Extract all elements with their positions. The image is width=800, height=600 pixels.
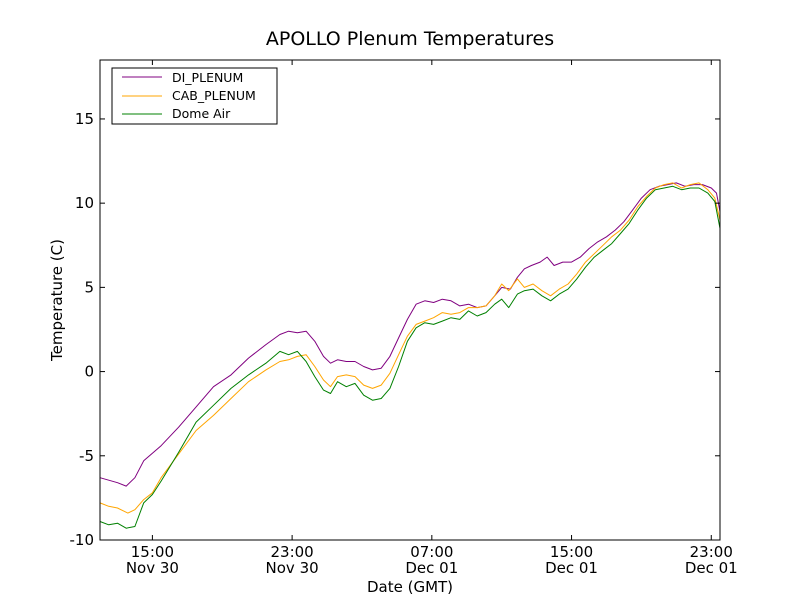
y-tick-label: -5 [79, 447, 94, 465]
x-tick-label-date: Nov 30 [126, 559, 179, 577]
y-tick-label: 5 [84, 278, 94, 296]
x-tick-label-date: Dec 01 [405, 559, 458, 577]
legend-label-di-plenum: DI_PLENUM [172, 70, 243, 85]
x-tick-label-time: 15:00 [550, 543, 593, 561]
x-tick-label-time: 23:00 [270, 543, 313, 561]
y-axis-label: Temperature (C) [48, 239, 66, 362]
legend-label-cab-plenum: CAB_PLENUM [172, 88, 256, 103]
legend-label-dome-air: Dome Air [172, 106, 231, 121]
plot-frame [99, 59, 721, 541]
x-tick-label-time: 23:00 [690, 543, 733, 561]
series-line-di-plenum [99, 182, 721, 487]
series-line-cab-plenum [99, 182, 721, 514]
legend: DI_PLENUM CAB_PLENUM Dome Air [111, 67, 278, 125]
x-tick-label-date: Dec 01 [545, 559, 598, 577]
y-tick-label: -10 [70, 531, 95, 549]
series-layer [99, 182, 721, 529]
y-tick-label: 0 [84, 363, 94, 381]
series-line-dome-air [99, 185, 721, 529]
y-tick-label: 15 [75, 110, 94, 128]
x-tick-label-time: 07:00 [410, 543, 453, 561]
x-tick-label-date: Dec 01 [685, 559, 738, 577]
chart-title: APOLLO Plenum Temperatures [266, 28, 554, 50]
x-tick-label-time: 15:00 [131, 543, 174, 561]
x-tick-label-date: Nov 30 [266, 559, 319, 577]
y-tick-label: 10 [75, 194, 94, 212]
x-axis-label: Date (GMT) [367, 578, 453, 596]
